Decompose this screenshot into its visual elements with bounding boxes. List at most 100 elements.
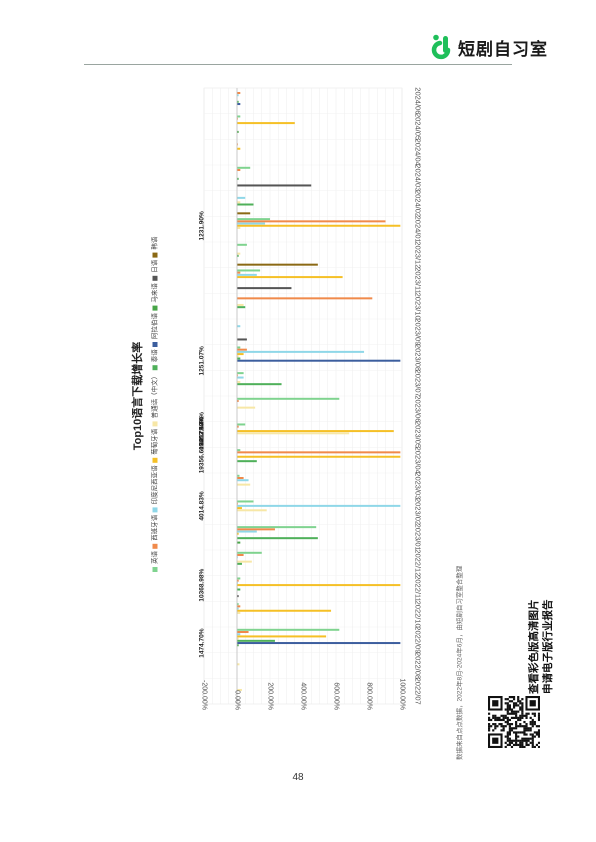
- bar: [237, 663, 240, 666]
- category-tick-label: 2024/05: [414, 113, 423, 140]
- chart-title: Top10语言下载增长率: [130, 342, 144, 451]
- bar: [237, 383, 282, 386]
- bar: [237, 581, 238, 584]
- qr-code-icon[interactable]: [488, 696, 540, 748]
- bar: [237, 644, 239, 647]
- bar: [237, 504, 401, 507]
- value-tick-label: -200.00%: [201, 680, 208, 710]
- bar: [237, 397, 340, 400]
- bar: [237, 556, 238, 559]
- bar: [237, 400, 239, 403]
- value-tick-label: 800.00%: [366, 682, 373, 710]
- bar: [237, 554, 244, 557]
- bar: [237, 586, 238, 589]
- bar: [237, 338, 247, 341]
- data-label: 4014.83%: [199, 491, 206, 520]
- bar: [237, 611, 241, 614]
- category-tick-label: 2023/07: [414, 370, 423, 397]
- category-tick-label: 2022/09: [414, 626, 423, 653]
- bar: [237, 252, 241, 255]
- legend-swatch: [152, 252, 158, 258]
- bar: [237, 376, 244, 379]
- value-tick-label: 400.00%: [300, 682, 307, 710]
- legend-label: 葡萄牙语: [150, 428, 159, 455]
- legend-label: 泰语: [150, 349, 159, 363]
- bar: [237, 359, 401, 362]
- bar: [237, 560, 252, 563]
- bar: [237, 224, 401, 227]
- bar: [237, 357, 241, 360]
- bar: [237, 374, 238, 377]
- bar: [237, 479, 249, 482]
- growth-chart: 2022/072022/082022/092022/102022/112022/…: [130, 87, 464, 760]
- bar: [237, 483, 251, 486]
- bar: [237, 528, 275, 531]
- category-tick-label: 2022/07: [414, 678, 423, 705]
- bar: [237, 212, 251, 215]
- data-label: 13462.30%: [199, 417, 206, 450]
- category-tick-label: 2024/02: [414, 190, 423, 217]
- data-label: 2179.44%: [199, 412, 206, 441]
- bar: [237, 541, 241, 544]
- bar: [237, 595, 239, 598]
- category-tick-label: 2022/12: [414, 549, 423, 576]
- category-tick-label: 2024/03: [414, 164, 423, 191]
- bar: [237, 455, 401, 458]
- bar: [237, 642, 401, 645]
- bar: [237, 273, 257, 276]
- bar: [237, 607, 239, 610]
- promo-line-1: 申请电子版行业报告: [542, 599, 554, 695]
- legend-swatch: [152, 342, 158, 347]
- category-tick-label: 2023/04: [414, 447, 423, 474]
- bar: [237, 562, 242, 565]
- bar: [237, 297, 373, 300]
- category-tick-label: 2022/10: [414, 601, 423, 628]
- bar: [237, 637, 239, 640]
- legend-label: 英语: [150, 551, 159, 565]
- bar: [237, 130, 239, 133]
- legend-swatch: [152, 567, 158, 572]
- bar: [237, 353, 244, 356]
- bar: [237, 115, 241, 118]
- category-tick-label: 2024/06: [414, 87, 423, 114]
- category-tick-label: 2023/09: [414, 318, 423, 345]
- category-tick-label: 2023/05: [414, 421, 423, 448]
- legend-swatch: [152, 421, 158, 427]
- bar: [237, 201, 241, 204]
- bar: [237, 628, 340, 631]
- legend-label: 印度尼西亚语: [150, 465, 159, 505]
- category-tick-label: 2023/03: [414, 472, 423, 499]
- bar: [237, 226, 241, 229]
- bar: [237, 532, 239, 535]
- bar: [237, 380, 241, 383]
- bar: [237, 269, 261, 272]
- bar: [237, 579, 239, 582]
- legend-swatch: [152, 507, 158, 513]
- bar: [237, 196, 246, 199]
- bar: [237, 605, 241, 608]
- bar: [237, 166, 251, 169]
- bar: [237, 222, 266, 225]
- data-label: 1474.70%: [199, 628, 206, 657]
- legend-swatch: [152, 305, 158, 311]
- bar: [237, 103, 241, 106]
- legend-swatch: [152, 457, 158, 463]
- value-tick-label: 200.00%: [267, 682, 274, 710]
- bar: [237, 203, 254, 206]
- data-label: 2357.53%: [199, 416, 206, 445]
- bar: [237, 507, 242, 510]
- category-tick-label: 2022/11: [414, 575, 423, 602]
- bar: [237, 423, 246, 426]
- bar: [237, 276, 343, 279]
- bar: [237, 639, 275, 642]
- page-number: 48: [292, 772, 304, 783]
- bar: [237, 218, 270, 221]
- bar: [237, 143, 238, 146]
- bar: [237, 100, 239, 103]
- category-tick-label: 2023/12: [414, 241, 423, 268]
- data-label: 1251.07%: [199, 346, 206, 375]
- bar: [237, 609, 332, 612]
- category-tick-label: 2023/11: [414, 267, 423, 294]
- bar: [237, 177, 239, 180]
- bar: [237, 526, 317, 529]
